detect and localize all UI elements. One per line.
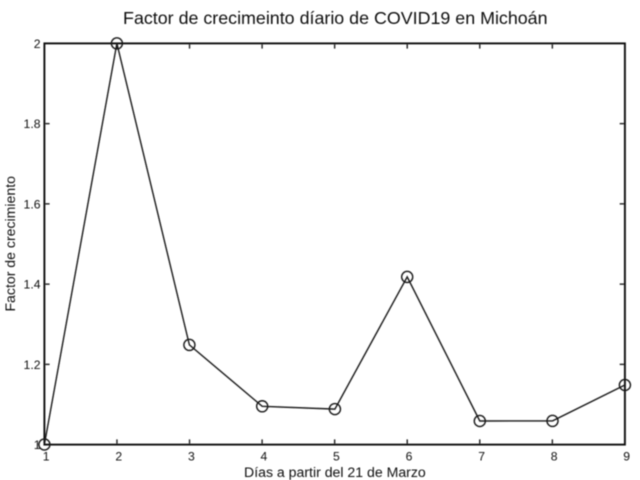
svg-text:5: 5 (333, 450, 340, 464)
svg-text:3: 3 (188, 450, 195, 464)
svg-text:1: 1 (43, 450, 50, 464)
svg-text:1.6: 1.6 (24, 197, 41, 211)
svg-text:Factor de crecimiento: Factor de crecimiento (2, 176, 18, 312)
svg-text:Factor de crecimeinto díario d: Factor de crecimeinto díario de COVID19 … (123, 8, 548, 28)
svg-text:8: 8 (551, 450, 558, 464)
svg-text:1.4: 1.4 (24, 278, 41, 292)
svg-text:7: 7 (478, 450, 485, 464)
svg-text:2: 2 (115, 450, 122, 464)
svg-text:9: 9 (623, 450, 630, 464)
svg-text:Días a partir del 21 de Marzo: Días a partir del 21 de Marzo (244, 464, 426, 480)
svg-text:2: 2 (34, 37, 41, 51)
svg-text:4: 4 (260, 450, 267, 464)
svg-text:1: 1 (34, 438, 41, 452)
svg-text:1.8: 1.8 (24, 117, 41, 131)
svg-text:1.2: 1.2 (24, 358, 41, 372)
svg-text:6: 6 (406, 450, 413, 464)
